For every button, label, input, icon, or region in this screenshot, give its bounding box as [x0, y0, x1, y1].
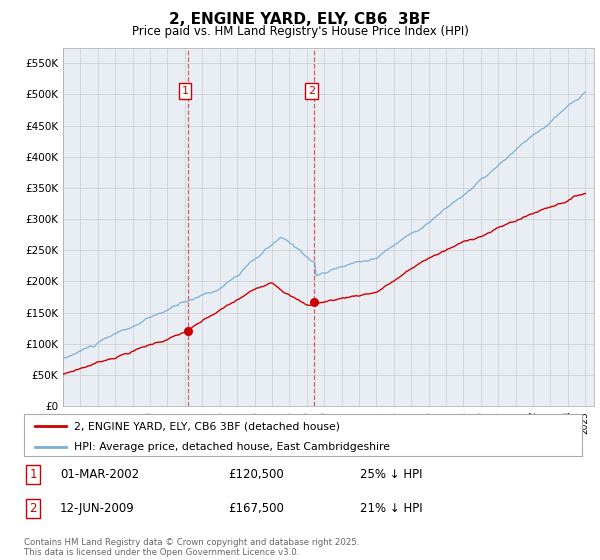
Text: Contains HM Land Registry data © Crown copyright and database right 2025.
This d: Contains HM Land Registry data © Crown c… — [24, 538, 359, 557]
Text: 01-MAR-2002: 01-MAR-2002 — [60, 468, 139, 481]
Text: 12-JUN-2009: 12-JUN-2009 — [60, 502, 135, 515]
Text: Price paid vs. HM Land Registry's House Price Index (HPI): Price paid vs. HM Land Registry's House … — [131, 25, 469, 38]
Text: 2: 2 — [29, 502, 37, 515]
Text: HPI: Average price, detached house, East Cambridgeshire: HPI: Average price, detached house, East… — [74, 442, 390, 452]
Text: 2: 2 — [308, 86, 316, 96]
Text: 2, ENGINE YARD, ELY, CB6 3BF (detached house): 2, ENGINE YARD, ELY, CB6 3BF (detached h… — [74, 421, 340, 431]
Text: 1: 1 — [29, 468, 37, 481]
Text: 1: 1 — [182, 86, 189, 96]
Text: 21% ↓ HPI: 21% ↓ HPI — [360, 502, 422, 515]
Text: 25% ↓ HPI: 25% ↓ HPI — [360, 468, 422, 481]
Text: 2, ENGINE YARD, ELY, CB6  3BF: 2, ENGINE YARD, ELY, CB6 3BF — [169, 12, 431, 27]
Text: £167,500: £167,500 — [228, 502, 284, 515]
Text: £120,500: £120,500 — [228, 468, 284, 481]
